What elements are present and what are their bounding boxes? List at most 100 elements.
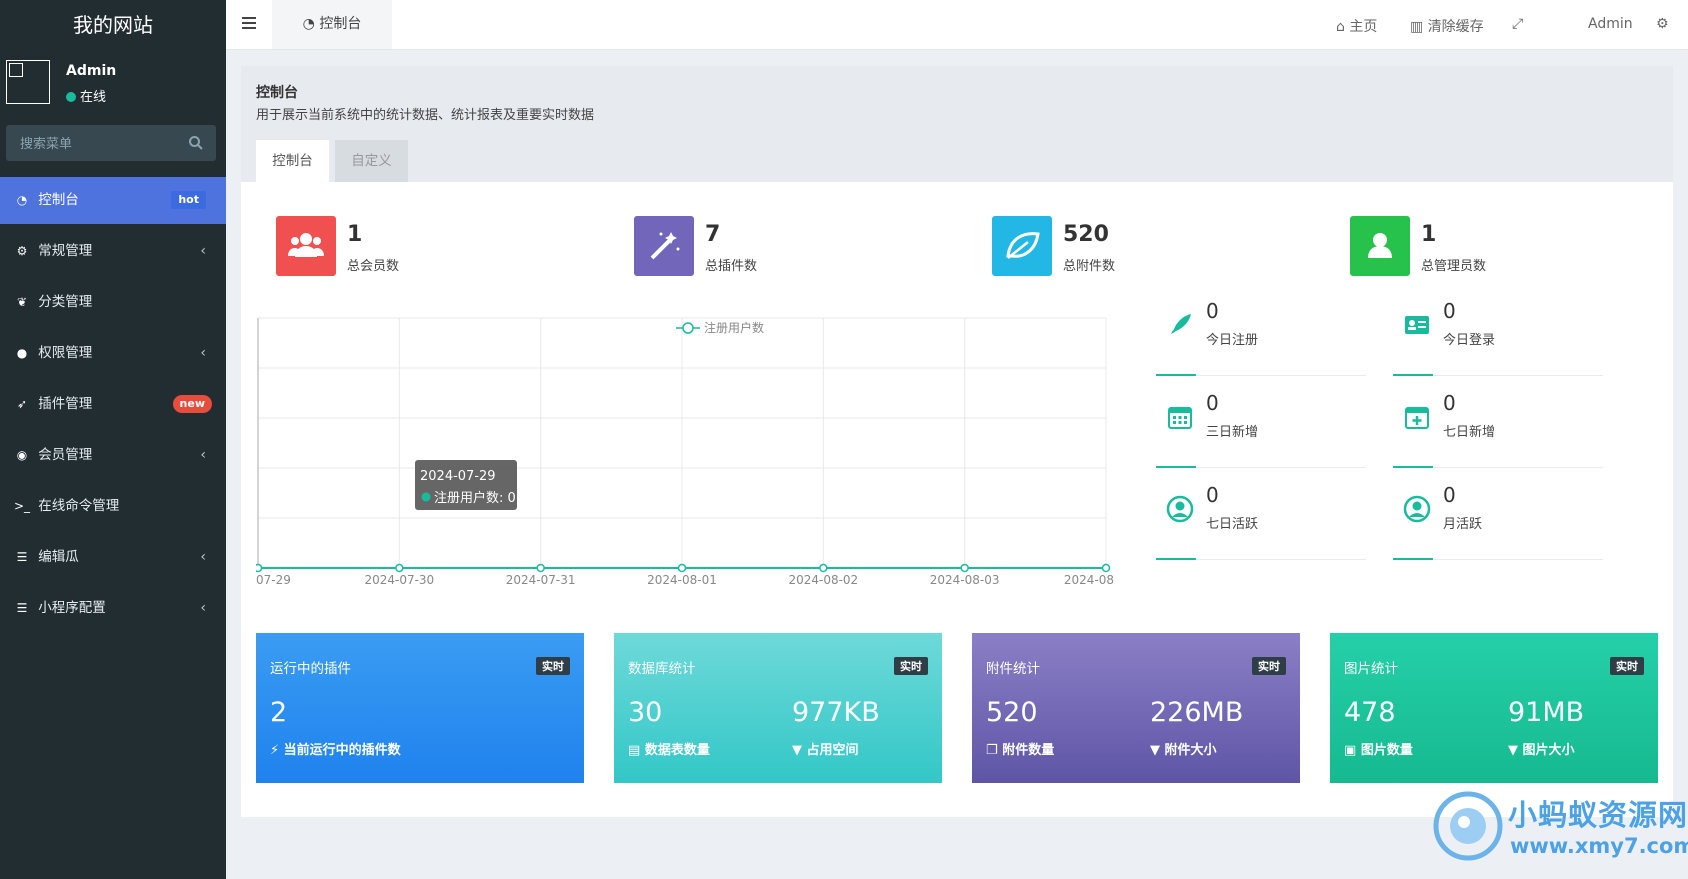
sidebar-item-category[interactable]: ❦ 分类管理 <box>0 279 226 326</box>
tooltip-text: 注册用户数: 0 <box>434 490 516 506</box>
card-running-addons: 运行中的插件 实时 2 ⚡ 当前运行中的插件数 <box>256 633 584 783</box>
stat-label: 总会员数 <box>347 259 400 274</box>
trash-icon: ▥ <box>1410 19 1428 35</box>
card-title: 数据库统计 <box>628 661 696 677</box>
sidebar-toggle-icon[interactable] <box>242 17 256 31</box>
stat-value: 1 <box>347 222 363 247</box>
user-status: 在线 <box>66 86 106 105</box>
user-name: Admin <box>66 63 117 79</box>
cogs-icon: ⚙ <box>16 244 28 258</box>
home-link[interactable]: ⌂ 主页 <box>1336 16 1377 36</box>
card-label-2: ▼ 附件大小 <box>1150 743 1217 758</box>
list-icon: ☰ <box>16 601 28 615</box>
watermark: 小蚂蚁资源网 www.xmy7.com <box>1432 788 1688 864</box>
list-icon: ☰ <box>16 550 28 564</box>
x-tick-label: 2024-08-01 <box>647 573 717 587</box>
sidebar-item-miniapp[interactable]: ☰ 小程序配置 ‹ <box>0 585 226 632</box>
user-circle-icon <box>1403 495 1431 523</box>
sidebar-item-general[interactable]: ⚙ 常规管理 ‹ <box>0 228 226 275</box>
realtime-badge: 实时 <box>894 657 928 675</box>
sidebar-item-addon[interactable]: ➶ 插件管理 new <box>0 381 226 428</box>
card-value-2: 226MB <box>1150 697 1244 728</box>
fullscreen-icon[interactable]: ⤢ <box>1512 16 1524 32</box>
x-tick-label: 2024-08-03 <box>930 573 1000 587</box>
x-tick-label: 2024-08-02 <box>788 573 858 587</box>
chevron-left-icon: ‹ <box>200 600 206 616</box>
chart-svg: 注册用户数 07-29 2024-07-30 2024-07-31 2024-08-0… <box>253 317 1114 587</box>
mini-stat-today-login: 0 今日登录 <box>1393 299 1603 376</box>
sidebar-menu: ◔ 控制台 hot ⚙ 常规管理 ‹ ❦ 分类管理 ● 权限管理 ‹ ➶ 插件管… <box>0 177 226 636</box>
clear-cache-button[interactable]: ▥ 清除缓存 <box>1410 16 1484 36</box>
stat-icon-box <box>992 216 1052 276</box>
card-images: 图片统计 实时 478 ▣ 图片数量 91MB ▼ 图片大小 <box>1330 633 1658 783</box>
mini-stat-seven-day-new: 0 七日新增 <box>1393 391 1603 468</box>
tooltip-date: 2024-07-29 <box>420 469 496 484</box>
realtime-badge: 实时 <box>1610 657 1644 675</box>
terminal-icon: >_ <box>14 499 31 513</box>
user-menu[interactable]: Admin <box>1588 16 1633 32</box>
menu-search-input[interactable] <box>6 125 192 163</box>
tab-dashboard-content[interactable]: 控制台 <box>256 140 329 182</box>
x-tick-label: 07-29 <box>256 573 291 587</box>
card-value-2: 977KB <box>792 697 880 728</box>
data-point <box>395 563 404 573</box>
card-label: ▣ 图片数量 <box>1344 743 1413 758</box>
card-label: ❐ 附件数量 <box>986 743 1055 758</box>
sidebar-item-editor[interactable]: ☰ 编辑瓜 ‹ <box>0 534 226 581</box>
tab-dashboard-label: 控制台 <box>319 16 362 32</box>
sidebar-item-dashboard[interactable]: ◔ 控制台 hot <box>0 177 226 224</box>
card-value: 520 <box>986 697 1038 728</box>
tab-custom[interactable]: 自定义 <box>335 140 408 182</box>
filter-icon: ▼ <box>792 743 807 758</box>
card-value: 30 <box>628 697 663 728</box>
chevron-left-icon: ‹ <box>200 243 206 259</box>
sidebar-item-label: 分类管理 <box>38 294 93 310</box>
rocket-icon <box>1171 314 1191 334</box>
sidebar-item-auth[interactable]: ● 权限管理 ‹ <box>0 330 226 377</box>
new-badge: new <box>172 395 212 413</box>
sidebar-item-user[interactable]: ◉ 会员管理 ‹ <box>0 432 226 479</box>
site-logo[interactable]: 我的网站 <box>0 0 226 50</box>
card-attachments: 附件统计 实时 520 ❐ 附件数量 226MB ▼ 附件大小 <box>972 633 1300 783</box>
tab-dashboard[interactable]: ◔ 控制台 <box>272 0 392 49</box>
card-title: 附件统计 <box>986 661 1040 677</box>
user-status-label: 在线 <box>80 90 107 105</box>
realtime-badge: 实时 <box>536 657 570 675</box>
legend-marker[interactable] <box>682 322 694 334</box>
mini-stat-monthly-active: 0 月活跃 <box>1393 483 1603 560</box>
search-icon[interactable] <box>188 135 204 151</box>
card-label-2: ▼ 图片大小 <box>1508 743 1575 758</box>
user-circle-icon <box>1166 495 1194 523</box>
calendar-icon <box>1168 407 1192 429</box>
magic-icon <box>650 232 680 260</box>
x-tick-label: 2024-07-30 <box>364 573 434 587</box>
sidebar-item-label: 常规管理 <box>38 243 93 259</box>
users-icon <box>288 233 324 257</box>
card-value-2: 91MB <box>1508 697 1585 728</box>
stat-value: 7 <box>705 222 721 247</box>
mini-stat-label: 三日新增 <box>1206 425 1259 440</box>
mini-stat-value: 0 <box>1443 299 1456 323</box>
chevron-left-icon: ‹ <box>200 447 206 463</box>
home-icon: ⌂ <box>1336 19 1350 35</box>
card-value: 2 <box>270 697 288 728</box>
sidebar: 我的网站 Admin 在线 ◔ 控制台 hot ⚙ 常规管理 ‹ ❦ 分类管理 … <box>0 0 226 879</box>
mini-stat-value: 0 <box>1206 299 1219 323</box>
mini-stat-label: 今日注册 <box>1206 333 1259 348</box>
card-label: ⚡ 当前运行中的插件数 <box>270 743 401 758</box>
stat-label: 总插件数 <box>705 259 758 274</box>
sidebar-item-command[interactable]: >_ 在线命令管理 <box>0 483 226 530</box>
card-title: 图片统计 <box>1344 661 1398 677</box>
filter-icon: ▼ <box>1150 743 1165 758</box>
image-icon: ▣ <box>1344 743 1361 758</box>
card-label-2: ▼ 占用空间 <box>792 743 859 758</box>
sidebar-item-label: 编辑瓜 <box>38 549 79 565</box>
avatar <box>6 60 50 104</box>
data-point <box>960 563 969 573</box>
page-title: 控制台 <box>256 85 298 101</box>
watermark-cn: 小蚂蚁资源网 <box>1508 798 1688 832</box>
stat-label: 总管理员数 <box>1421 259 1487 274</box>
mini-stat-label: 今日登录 <box>1443 333 1496 348</box>
settings-icon[interactable]: ⚙ <box>1656 16 1669 32</box>
vcard-icon <box>1405 316 1429 334</box>
